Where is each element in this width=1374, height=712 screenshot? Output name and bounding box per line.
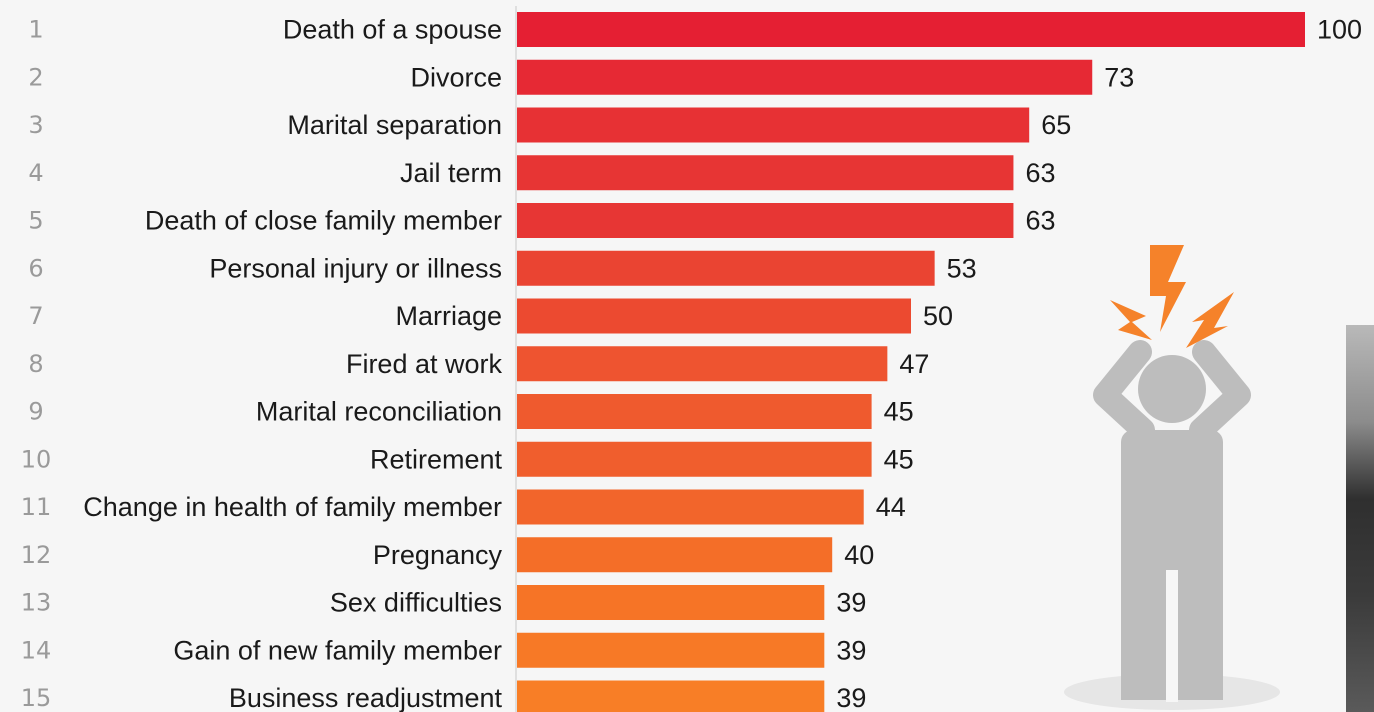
rank-number: 10	[21, 445, 52, 473]
rank-number: 2	[28, 63, 43, 91]
data-label: 44	[876, 492, 906, 522]
rank-number: 15	[21, 684, 52, 712]
category-label: Death of close family member	[145, 206, 502, 236]
bar	[517, 250, 935, 286]
category-label: Divorce	[410, 62, 502, 92]
data-label: 50	[923, 301, 953, 331]
category-label: Personal injury or illness	[209, 253, 502, 283]
data-label: 73	[1104, 62, 1134, 92]
category-label: Business readjustment	[229, 683, 503, 712]
photo-edge	[1346, 325, 1374, 712]
figure-body	[1093, 340, 1251, 442]
bar	[517, 12, 1305, 47]
rank-number: 3	[28, 111, 43, 139]
rank-number: 13	[21, 589, 52, 617]
figure-head	[1138, 355, 1206, 423]
data-label: 63	[1025, 158, 1055, 188]
category-label: Marital reconciliation	[256, 397, 502, 427]
category-label: Sex difficulties	[330, 588, 502, 618]
bar	[517, 585, 825, 620]
category-label: Marriage	[395, 301, 502, 331]
rank-number: 9	[28, 398, 43, 426]
rank-number: 7	[28, 302, 43, 330]
rank-number: 1	[28, 16, 43, 44]
category-label: Change in health of family member	[83, 492, 502, 522]
data-label: 45	[884, 444, 914, 474]
category-label: Gain of new family member	[173, 635, 502, 665]
data-label: 45	[884, 397, 914, 427]
bar	[517, 489, 864, 525]
bar	[517, 107, 1030, 143]
figure-torso	[1121, 430, 1223, 700]
chart-marks: 1 Death of a spouse 100 2 Divorce 73 3 Marital …	[21, 12, 1362, 712]
bar	[517, 346, 888, 382]
data-label: 39	[836, 635, 866, 665]
category-label: Jail term	[400, 158, 502, 188]
bar	[517, 537, 833, 573]
data-label: 63	[1025, 206, 1055, 236]
bar	[517, 59, 1093, 95]
figure-leg-gap	[1166, 570, 1178, 702]
bar	[517, 203, 1014, 238]
data-label: 100	[1317, 15, 1362, 45]
bar	[517, 441, 872, 477]
rank-number: 12	[21, 541, 52, 569]
rank-number: 4	[28, 159, 43, 187]
rank-number: 11	[21, 493, 52, 521]
stressed-person-icon	[1064, 245, 1280, 710]
data-label: 39	[836, 588, 866, 618]
bar	[517, 298, 911, 334]
category-label: Retirement	[370, 444, 503, 474]
lightning-bolts-icon	[1110, 245, 1234, 348]
data-label: 39	[836, 683, 866, 712]
rank-number: 14	[21, 636, 52, 664]
category-label: Pregnancy	[373, 540, 503, 570]
rank-number: 6	[28, 254, 43, 282]
rank-number: 8	[28, 350, 43, 378]
bar	[517, 155, 1014, 191]
data-label: 53	[947, 253, 977, 283]
bar	[517, 680, 825, 712]
category-label: Death of a spouse	[283, 15, 502, 45]
data-label: 47	[899, 349, 929, 379]
data-label: 65	[1041, 110, 1071, 140]
category-label: Fired at work	[346, 349, 503, 379]
data-label: 40	[844, 540, 874, 570]
bar	[517, 394, 872, 429]
rank-number: 5	[28, 207, 43, 235]
bar	[517, 632, 825, 668]
category-label: Marital separation	[287, 110, 502, 140]
